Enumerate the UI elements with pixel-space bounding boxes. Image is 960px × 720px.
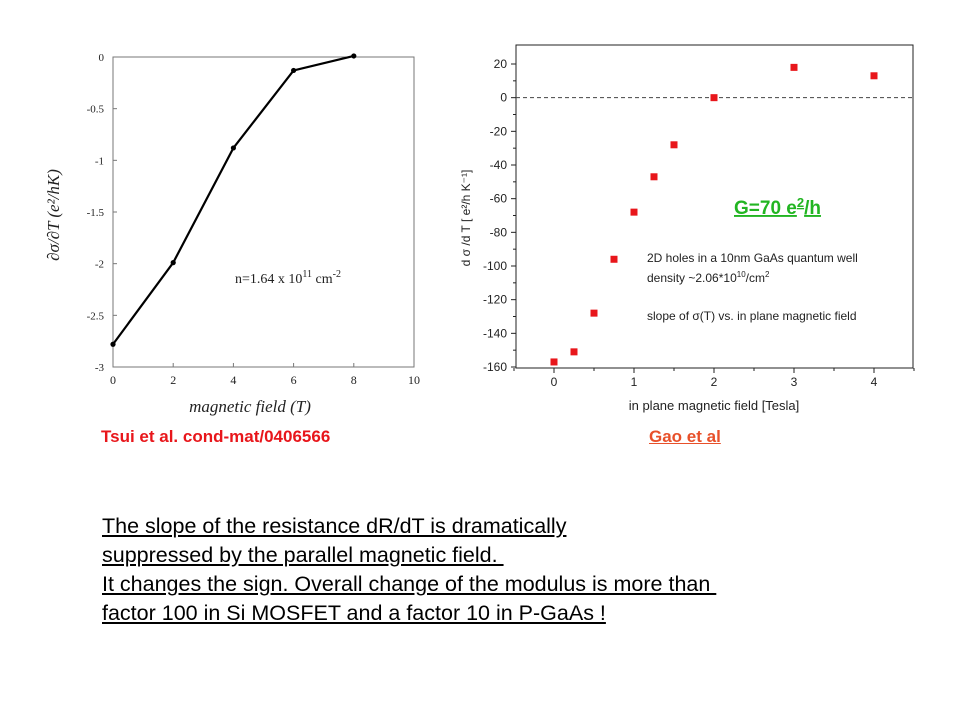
left-x-axis-label: magnetic field (T) [189,397,311,416]
right-chart: 0 1 2 3 4 20 0 -20 -40 -60 -80 -100 -120 -140 -160 in … [459,44,915,413]
left-density-annotation: n=1.64 x 1011 cm-2 [235,269,341,287]
left-y-tick-label: -2 [95,259,104,271]
left-y-tick-label: 0 [99,52,105,64]
right-y-tick-label: -160 [483,360,507,374]
body-text-line: suppressed by the parallel magnetic fiel… [102,543,504,567]
left-y-tick-label: -0.5 [87,104,105,116]
right-x-tick-label: 3 [791,375,798,389]
right-chart-caption-link[interactable]: Gao et al [649,427,721,446]
left-x-tick-label: 10 [408,373,420,387]
left-chart: 0 2 4 6 8 10 0 -0.5 -1 -1.5 -2 -2.5 -3 magnetic fiel… [44,52,420,416]
right-x-tick-label: 4 [871,375,878,389]
right-y-axis-label: d σ /d T [ e²/h K⁻¹] [459,170,473,267]
right-y-tick-label: -60 [490,192,508,206]
right-data-point [710,94,718,102]
left-x-tick-label: 0 [110,373,116,387]
right-data-point [550,358,558,366]
right-data-point [610,255,618,263]
left-plot-frame [112,56,415,368]
left-data-point [170,260,176,266]
body-text-line: It changes the sign. Overall change of t… [102,572,717,596]
legend-line-1: 2D holes in a 10nm GaAs quantum well [647,251,858,265]
body-text-line: factor 100 in Si MOSFET and a factor 10 … [102,601,606,625]
conductance-annotation: G=70 e2/h [734,195,821,219]
right-y-tick-label: -40 [490,158,508,172]
right-data-point [650,173,658,181]
left-series-line [112,54,355,345]
right-data-point [570,348,578,356]
right-data-point [870,72,878,80]
left-data-point [230,145,236,151]
right-data-point [630,208,638,216]
left-y-axis-label: ∂σ/∂T (e²/hK) [44,169,63,261]
left-y-tick-label: -3 [95,362,105,374]
right-y-tick-label: 0 [500,91,507,105]
right-x-axis-label: in plane magnetic field [Tesla] [629,398,800,413]
legend-line-3: slope of σ(T) vs. in plane magnetic fiel… [647,309,857,323]
left-y-tick-label: -1.5 [87,207,105,219]
right-y-tick-label: -20 [490,124,508,138]
right-x-tick-label: 0 [551,375,558,389]
right-data-point [670,141,678,149]
left-data-point [351,53,357,59]
right-data-point [590,309,598,317]
right-y-tick-label: -100 [483,259,507,273]
right-x-tick-label: 1 [631,375,638,389]
right-data-point [790,63,798,71]
right-y-tick-label: -80 [490,225,508,239]
right-y-tick-label: -140 [483,326,507,340]
body-text-line: The slope of the resistance dR/dT is dra… [102,514,567,538]
left-x-tick-label: 4 [230,373,236,387]
right-y-tick-label: -120 [483,293,507,307]
left-x-tick-label: 6 [291,373,297,387]
legend-line-2: density ~2.06*1010/cm2 [647,270,770,285]
left-y-tick-label: -1 [95,155,104,167]
left-x-tick-label: 8 [351,373,357,387]
left-chart-caption: Tsui et al. cond-mat/0406566 [101,427,331,446]
left-data-point [291,67,297,74]
right-y-tick-label: 20 [494,57,508,71]
left-x-tick-label: 2 [170,373,176,387]
body-text: The slope of the resistance dR/dT is dra… [102,512,902,628]
right-x-tick-label: 2 [711,375,718,389]
left-y-tick-label: -2.5 [87,310,105,322]
left-data-point [110,341,116,347]
